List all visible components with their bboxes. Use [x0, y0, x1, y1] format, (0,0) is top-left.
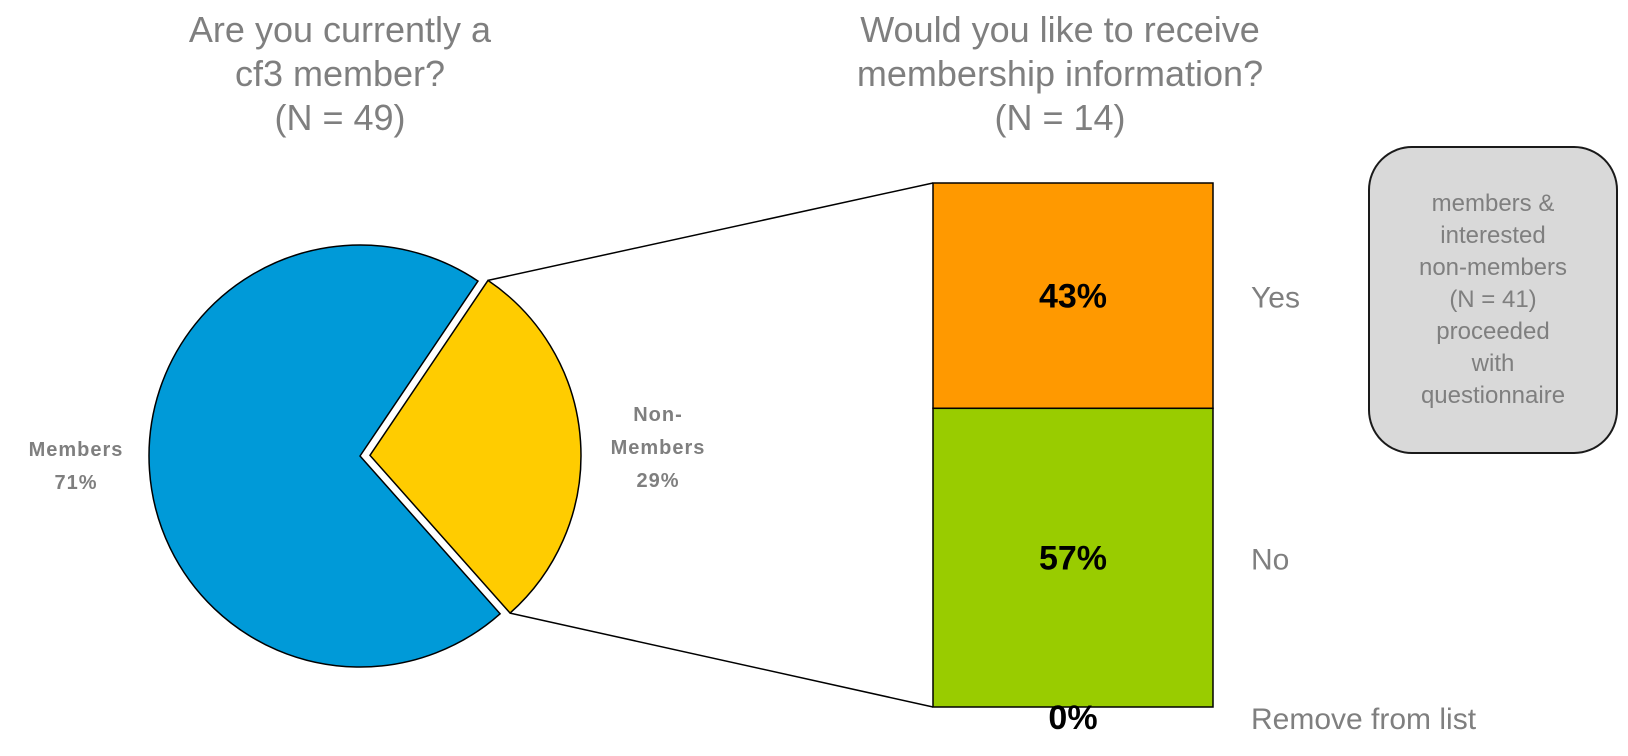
pie-label-non-members-line-2: Members	[611, 437, 706, 459]
pie-label-non-members-line-3: 29%	[636, 470, 679, 492]
bar-segment-yes	[932, 182, 1214, 410]
callout-line-4: (N = 41)	[1449, 286, 1537, 313]
pie-title-line-2: cf3 member?	[234, 53, 446, 94]
pie-chart-title: Are you currently a cf3 member? (N = 49)	[140, 8, 540, 140]
pie-title-line-1: Are you currently a	[188, 9, 492, 50]
bar-segment-no	[932, 407, 1214, 708]
bar-category-label-yes: Yes	[1251, 282, 1300, 315]
bar-category-label-no: No	[1251, 544, 1289, 577]
pie-title-line-3: (N = 49)	[274, 97, 406, 138]
callout-line-2: interested	[1440, 222, 1546, 249]
pie-slice-non-members	[369, 279, 582, 615]
bar-data-label-yes: 43%	[1039, 278, 1107, 316]
bar-data-label-remove-from-list: 0%	[1048, 699, 1097, 737]
pie-label-members-line-1: Members	[29, 439, 124, 461]
bar-data-label-no: 57%	[1039, 540, 1107, 578]
pie-slice-members	[148, 244, 502, 668]
bar-title-line-2: membership information?	[856, 53, 1264, 94]
connector-line-top	[487, 182, 934, 282]
connector-line-bottom	[509, 612, 934, 708]
callout-line-3: non-members	[1418, 254, 1568, 281]
pie-label-members-line-2: 71%	[54, 472, 97, 494]
bar-category-label-remove-from-list: Remove from list	[1251, 703, 1477, 736]
callout-line-1: members &	[1431, 190, 1555, 217]
pie-label-non-members-line-1: Non-	[633, 404, 683, 426]
callout-line-7: questionnaire	[1420, 382, 1566, 409]
questionnaire-callout: members & interested non-members (N = 41…	[1368, 146, 1618, 454]
callout-line-5: proceeded	[1436, 318, 1550, 345]
bar-title-line-3: (N = 14)	[994, 97, 1126, 138]
bar-chart-title: Would you like to receive membership inf…	[840, 8, 1280, 140]
callout-line-6: with	[1471, 350, 1515, 377]
callout-text: members & interested non-members (N = 41…	[1419, 188, 1567, 412]
bar-title-line-1: Would you like to receive	[860, 9, 1260, 50]
